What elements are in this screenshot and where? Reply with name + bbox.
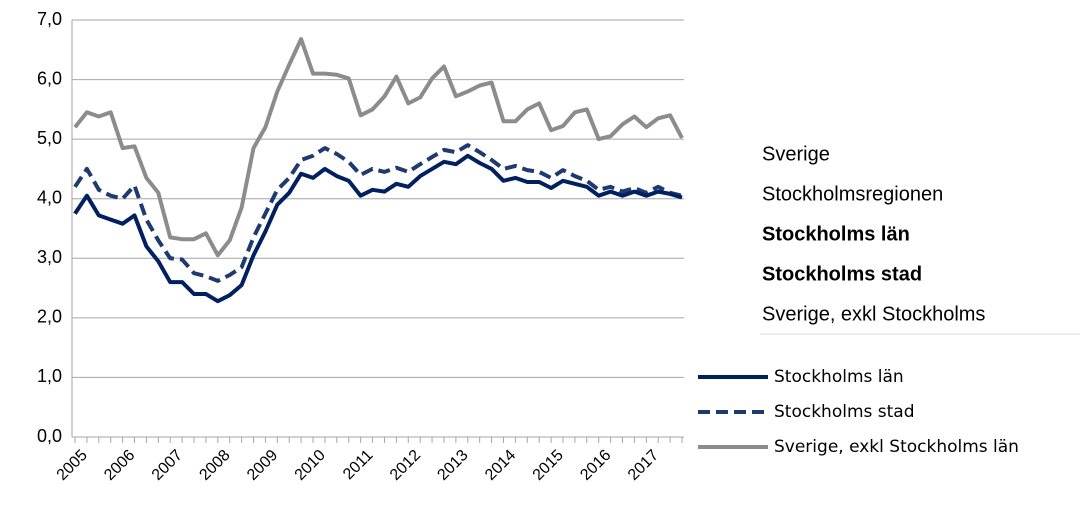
x-tick-label: 2007 <box>149 447 186 484</box>
x-tick-label: 2010 <box>292 447 329 484</box>
y-tick-label: 3,0 <box>37 247 62 267</box>
y-tick-label: 7,0 <box>37 9 62 29</box>
y-tick-label: 1,0 <box>37 366 62 386</box>
side-label: Stockholms stad <box>762 263 922 285</box>
legend-label: Stockholms stad <box>774 402 915 422</box>
side-label: Sverige <box>762 143 830 165</box>
x-tick-label: 2005 <box>54 447 91 484</box>
x-tick-label: 2008 <box>196 447 233 484</box>
side-label: Stockholms län <box>762 223 910 245</box>
y-tick-label: 0,0 <box>37 426 62 446</box>
x-tick-label: 2011 <box>340 447 376 483</box>
x-tick-label: 2009 <box>244 447 281 484</box>
y-tick-label: 2,0 <box>37 307 62 327</box>
y-tick-label: 6,0 <box>37 68 62 88</box>
x-tick-label: 2006 <box>101 447 138 484</box>
x-tick-label: 2014 <box>482 447 519 484</box>
x-tick-label: 2016 <box>577 447 614 484</box>
side-label: Sverige, exkl Stockholms <box>762 303 985 325</box>
legend-label: Stockholms län <box>774 367 904 387</box>
series-line <box>73 37 684 258</box>
y-tick-label: 4,0 <box>37 187 62 207</box>
series-line <box>73 153 683 304</box>
y-tick-label: 5,0 <box>37 128 62 148</box>
series-line <box>73 143 683 283</box>
x-tick-label: 2012 <box>387 447 424 484</box>
legend-label: Sverige, exkl Stockholms län <box>774 437 1019 457</box>
side-label: Stockholmsregionen <box>762 183 943 205</box>
x-tick-label: 2015 <box>530 447 567 484</box>
x-tick-label: 2017 <box>625 447 662 484</box>
x-tick-label: 2013 <box>434 447 471 484</box>
